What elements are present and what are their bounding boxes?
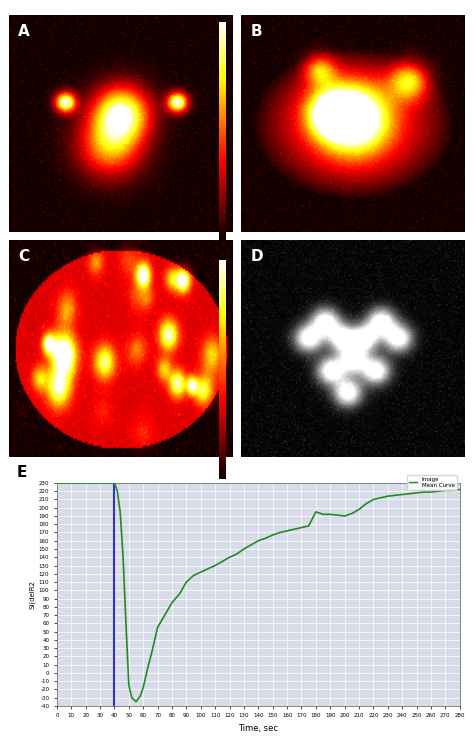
Text: D: D — [250, 249, 263, 264]
Legend: Image
Mean Curve: Image Mean Curve — [407, 475, 457, 490]
Text: E: E — [17, 465, 27, 480]
Text: A: A — [18, 24, 30, 39]
Text: C: C — [18, 249, 29, 264]
Text: B: B — [250, 24, 262, 39]
Y-axis label: SI(delR2: SI(delR2 — [29, 580, 36, 609]
X-axis label: Time, sec: Time, sec — [238, 724, 278, 733]
